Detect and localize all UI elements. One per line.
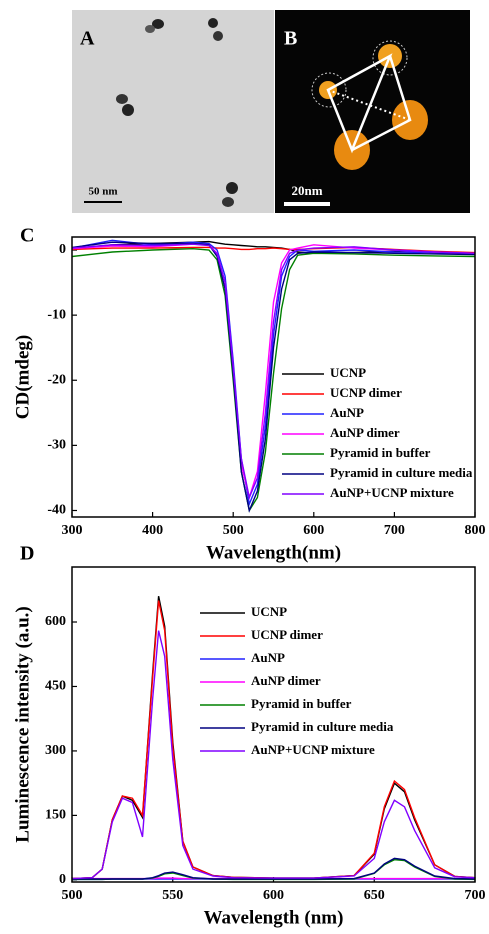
legend-label: Pyramid in buffer (330, 445, 431, 460)
particle (116, 94, 128, 104)
legend-label: Pyramid in buffer (251, 696, 352, 711)
series-line (72, 858, 475, 881)
panel-label: C (20, 225, 34, 247)
legend-label: AuNP (251, 650, 285, 665)
x-tick-label: 600 (303, 523, 324, 538)
series-line (72, 239, 475, 507)
legend-label: AuNP+UCNP mixture (330, 485, 454, 500)
y-tick-label: -20 (47, 372, 66, 387)
panel-label: B (284, 28, 297, 50)
x-tick-label: 700 (465, 888, 486, 903)
x-axis-label: Wavelength(nm) (206, 542, 341, 563)
particle (222, 197, 234, 207)
y-tick-label: 600 (45, 614, 66, 629)
legend-label: AuNP+UCNP mixture (251, 742, 375, 757)
series-line (72, 600, 475, 880)
y-tick-label: 150 (45, 808, 66, 823)
y-tick-label: -40 (47, 503, 66, 518)
y-tick-label: 300 (45, 743, 66, 758)
legend-label: AuNP dimer (330, 425, 400, 440)
x-tick-label: 400 (142, 523, 163, 538)
particle (152, 19, 164, 29)
x-tick-label: 550 (162, 888, 183, 903)
y-tick-label: -30 (47, 438, 66, 453)
tem-image (72, 10, 274, 213)
legend-label: AuNP (330, 405, 364, 420)
series-line (72, 630, 475, 880)
series-line (72, 247, 475, 513)
legend-label: Pyramid in culture media (330, 465, 473, 480)
scale-bar-label: 50 nm (88, 186, 117, 198)
y-tick-label: -10 (47, 307, 66, 322)
micrograph-b: B 20nm (275, 10, 470, 213)
x-tick-label: 600 (263, 888, 284, 903)
series-line (72, 243, 475, 500)
particle (226, 182, 238, 194)
pyramid-edge (351, 55, 412, 152)
dotted-circle (372, 40, 408, 76)
legend-label: UCNP dimer (251, 627, 323, 642)
legend-label: Pyramid in culture media (251, 719, 394, 734)
plot-frame (71, 566, 476, 883)
micrograph-a: A 50 nm (72, 10, 274, 213)
panel-label: A (80, 28, 95, 50)
x-tick-label: 650 (364, 888, 385, 903)
y-tick-label: 0 (59, 872, 66, 887)
particle (213, 31, 223, 41)
afm-image (275, 10, 470, 213)
series-line (72, 857, 475, 880)
y-tick-label: 0 (59, 242, 66, 257)
x-tick-label: 500 (223, 523, 244, 538)
legend-label: UCNP (330, 365, 366, 380)
particle (145, 25, 155, 33)
x-tick-label: 300 (62, 523, 83, 538)
plot-frame (71, 236, 476, 518)
legend-label: AuNP dimer (251, 673, 321, 688)
x-tick-label: 800 (465, 523, 486, 538)
y-tick-label: 450 (45, 679, 66, 694)
y-axis-label: Luminescence intensity (a.u.) (12, 606, 33, 842)
scale-bar-label: 20nm (291, 183, 322, 198)
particle (122, 104, 134, 116)
pyramid-edge (326, 53, 393, 154)
legend-label: UCNP (251, 604, 287, 619)
legend-label: UCNP dimer (330, 385, 402, 400)
particle (208, 18, 218, 28)
x-axis-label: Wavelength (nm) (204, 907, 344, 928)
dotted-circle (311, 72, 347, 108)
x-tick-label: 500 (62, 888, 83, 903)
x-tick-label: 700 (384, 523, 405, 538)
panel-label: D (20, 543, 34, 565)
y-axis-label: CD(mdeg) (12, 335, 33, 419)
